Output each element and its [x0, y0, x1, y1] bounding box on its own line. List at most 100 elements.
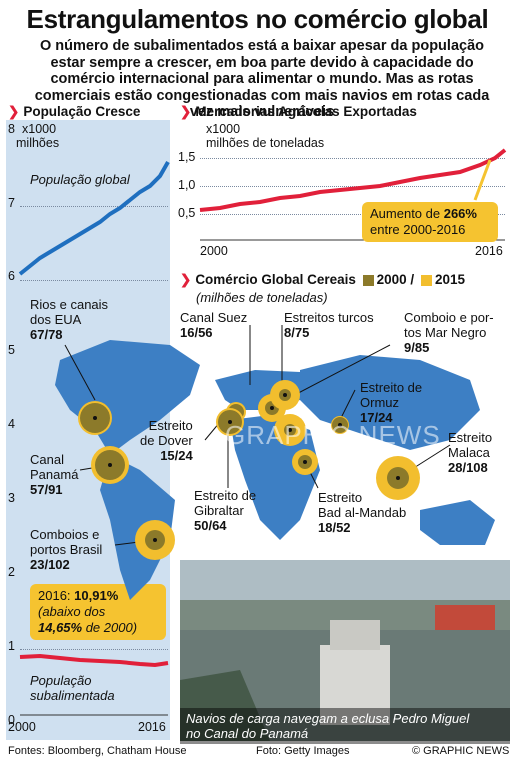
cp-line1: Comboios e: [30, 527, 100, 542]
cp-line2: portos Brasil: [30, 542, 103, 557]
page-title: Estrangulamentos no comércio global: [26, 4, 489, 34]
cp-line1: Estreito: [448, 430, 493, 445]
pop-y-tick: 8: [8, 122, 15, 136]
label-panama: Canal Panamá 57/91: [30, 452, 78, 497]
agri-export-line: [199, 148, 507, 212]
callout-suffix: de 2000): [82, 620, 138, 635]
pop-y-tick: 3: [8, 491, 15, 505]
australia: [420, 500, 495, 545]
cp-value: 50/64: [194, 518, 227, 533]
chevron-icon: ❯: [8, 104, 20, 119]
cp-line1: Comboio e por-: [404, 310, 494, 325]
agri-unit-2: milhões de toneladas: [206, 136, 325, 150]
population-heading: ❯ População Cresce: [8, 104, 140, 120]
agri-callout-prefix: Aumento de: [370, 206, 444, 221]
pop-y-tick: 4: [8, 417, 15, 431]
ship-deck: [330, 620, 380, 650]
callout-value2: 14,65%: [38, 620, 83, 635]
agri-heading: ❯ Mercadorias Agrícolas Exportadas: [180, 104, 417, 120]
agri-unit-1: x1000: [206, 122, 241, 136]
grid-line: [200, 158, 505, 159]
bubble-dot: [108, 463, 112, 467]
bubbles: [78, 380, 420, 560]
chevron-icon: ❯: [180, 272, 192, 287]
label-suez: Canal Suez 16/56: [180, 310, 247, 340]
label-malaca: Estreito Malaca 28/108: [448, 430, 492, 475]
ship-illustration: [180, 560, 510, 741]
cp-line2: tos Mar Negro: [404, 325, 487, 340]
photo-caption: Navios de carga navegam a eclusa Pedro M…: [180, 708, 510, 744]
cp-line1: Estreitos turcos: [284, 310, 374, 325]
grid-line: [200, 214, 505, 215]
cp-value: 9/85: [404, 340, 430, 355]
label-global-pop: População global: [30, 172, 130, 187]
page-subtitle: O número de subalimentados está a baixar…: [34, 38, 490, 120]
global-population-line: [18, 161, 170, 276]
pop-y-tick: 7: [8, 196, 15, 210]
agri-callout: Aumento de 266% entre 2000-2016: [362, 202, 498, 242]
cp-line1: Estreito: [148, 418, 193, 433]
cereal-heading-text: Comércio Global Cereais: [195, 272, 356, 287]
cp-value: 28/108: [448, 460, 488, 475]
grid-line: [20, 206, 168, 207]
undernourished-line: [19, 653, 169, 668]
pop-unit-1: x1000: [22, 122, 57, 136]
cp-line2: Panamá: [30, 467, 79, 482]
cp-line2: Malaca: [448, 445, 490, 460]
chevron-icon: ❯: [180, 104, 192, 119]
cp-value: 18/52: [318, 520, 351, 535]
grid-line: [20, 280, 168, 281]
caption-line1: Navios de carga navegam a eclusa Pedro M…: [186, 711, 470, 726]
watermark: GRAPHIC NEWS: [225, 420, 441, 450]
pop-y-tick: 6: [8, 269, 15, 283]
pop-x-start: 2000: [8, 720, 36, 734]
africa: [230, 415, 320, 540]
bubble-dot: [153, 538, 157, 542]
label-gibraltar: Estreito de Gibraltar 50/64: [194, 488, 256, 533]
label-us-rivers: Rios e canais dos EUA 67/78: [30, 297, 108, 342]
bubble-dot: [303, 460, 307, 464]
cp-line1: Estreito de: [360, 380, 423, 395]
cp-value: 16/56: [180, 325, 213, 340]
pop-x-end: 2016: [138, 720, 166, 734]
cp-line2: Gibraltar: [194, 503, 244, 518]
south-america: [100, 455, 175, 600]
legend-2015-swatch: [420, 274, 432, 286]
label-brasil: Comboios e portos Brasil 23/102: [30, 527, 102, 572]
pop-y-tick: 0: [8, 713, 15, 727]
agri-heading-text: Mercadorias Agrícolas Exportadas: [195, 104, 417, 119]
cereal-heading: ❯ Comércio Global Cereais 2000 / 2015: [180, 272, 465, 288]
cp-line2: Ormuz: [360, 395, 399, 410]
cp-value: 17/24: [360, 410, 393, 425]
cereal-sub: (milhões de toneladas): [196, 290, 328, 305]
foreground-trees: [180, 670, 270, 741]
panama-canal-photo: [180, 560, 510, 741]
bubble-dot: [396, 476, 400, 480]
label-blacksea: Comboio e por-tos Mar Negro 9/85: [404, 310, 494, 355]
pop-y-tick: 1: [8, 639, 15, 653]
agri-x-start: 2000: [200, 244, 228, 258]
agri-y-tick: 1,5: [178, 150, 196, 164]
label-dover: Estreito de Dover 15/24: [140, 418, 193, 463]
label-under-1: População: [30, 673, 92, 688]
cp-line2: de Dover: [140, 433, 193, 448]
pointer-ormuz: [339, 389, 356, 421]
legend-2015: 2015: [434, 272, 465, 287]
footer-photo: Foto: Getty Images: [256, 745, 350, 757]
callout-prefix: 2016:: [38, 588, 75, 603]
bubble-dot: [288, 428, 292, 432]
cp-value: 23/102: [30, 557, 70, 572]
pointer-us: [64, 344, 96, 401]
population-callout: 2016: 10,91% (abaixo dos 14,65% de 2000): [30, 584, 166, 640]
pop-y-tick: 2: [8, 565, 15, 579]
footer-credit: © GRAPHIC NEWS: [412, 745, 510, 757]
cp-value: 67/78: [30, 327, 63, 342]
distant-ship: [435, 605, 495, 630]
cp-value: 8/75: [284, 325, 310, 340]
legend-2000: 2000 /: [376, 272, 415, 287]
population-heading-text: População Cresce: [23, 104, 141, 119]
cp-line1: Canal: [30, 452, 64, 467]
sky: [180, 560, 510, 600]
